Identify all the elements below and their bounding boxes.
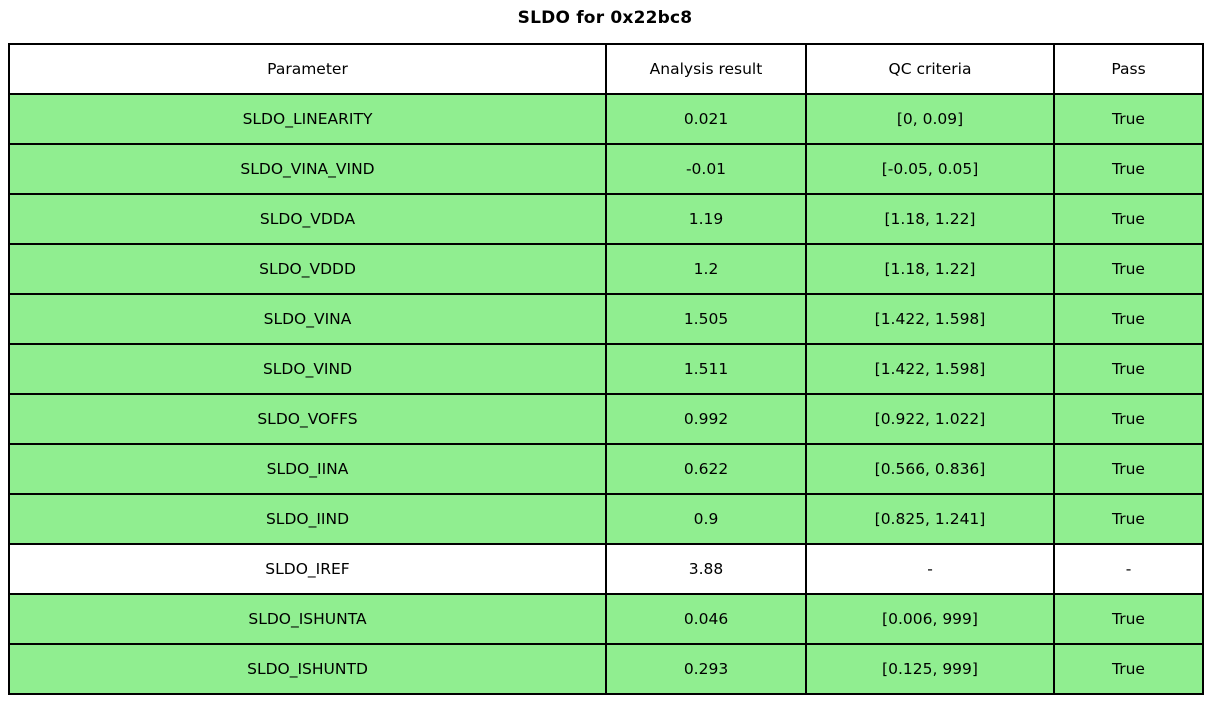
table-row-sldo-ishunta: SLDO_ISHUNTA 0.046 [0.006, 999] True xyxy=(8,593,1204,645)
cell-qc-criteria: [0, 0.09] xyxy=(805,93,1055,145)
cell-parameter: SLDO_LINEARITY xyxy=(8,93,607,145)
cell-pass: - xyxy=(1053,543,1204,595)
header-pass: Pass xyxy=(1053,43,1204,95)
cell-qc-criteria: [1.422, 1.598] xyxy=(805,293,1055,345)
cell-analysis-result: 3.88 xyxy=(605,543,807,595)
cell-analysis-result: 0.021 xyxy=(605,93,807,145)
cell-pass: True xyxy=(1053,243,1204,295)
cell-pass: True xyxy=(1053,643,1204,695)
table-row-sldo-iina: SLDO_IINA 0.622 [0.566, 0.836] True xyxy=(8,443,1204,495)
cell-pass: True xyxy=(1053,293,1204,345)
cell-qc-criteria: [1.18, 1.22] xyxy=(805,193,1055,245)
cell-qc-criteria: [0.922, 1.022] xyxy=(805,393,1055,445)
cell-analysis-result: 0.293 xyxy=(605,643,807,695)
cell-analysis-result: -0.01 xyxy=(605,143,807,195)
cell-analysis-result: 0.622 xyxy=(605,443,807,495)
cell-parameter: SLDO_IIND xyxy=(8,493,607,545)
cell-qc-criteria: - xyxy=(805,543,1055,595)
cell-pass: True xyxy=(1053,593,1204,645)
table-row-sldo-iind: SLDO_IIND 0.9 [0.825, 1.241] True xyxy=(8,493,1204,545)
header-parameter: Parameter xyxy=(8,43,607,95)
table-header: Parameter Analysis result QC criteria Pa… xyxy=(8,43,1204,95)
cell-analysis-result: 1.505 xyxy=(605,293,807,345)
cell-parameter: SLDO_ISHUNTD xyxy=(8,643,607,695)
cell-parameter: SLDO_IINA xyxy=(8,443,607,495)
qc-results-table: Parameter Analysis result QC criteria Pa… xyxy=(8,43,1204,695)
cell-parameter: SLDO_ISHUNTA xyxy=(8,593,607,645)
cell-analysis-result: 0.9 xyxy=(605,493,807,545)
cell-qc-criteria: [0.566, 0.836] xyxy=(805,443,1055,495)
cell-qc-criteria: [0.006, 999] xyxy=(805,593,1055,645)
cell-parameter: SLDO_VINA xyxy=(8,293,607,345)
cell-qc-criteria: [1.422, 1.598] xyxy=(805,343,1055,395)
cell-parameter: SLDO_VDDA xyxy=(8,193,607,245)
cell-qc-criteria: [1.18, 1.22] xyxy=(805,243,1055,295)
table-row-sldo-vddd: SLDO_VDDD 1.2 [1.18, 1.22] True xyxy=(8,243,1204,295)
cell-pass: True xyxy=(1053,443,1204,495)
table-row-sldo-vind: SLDO_VIND 1.511 [1.422, 1.598] True xyxy=(8,343,1204,395)
cell-analysis-result: 0.992 xyxy=(605,393,807,445)
table-row-sldo-ishuntd: SLDO_ISHUNTD 0.293 [0.125, 999] True xyxy=(8,643,1204,695)
cell-qc-criteria: [0.125, 999] xyxy=(805,643,1055,695)
cell-parameter: SLDO_VINA_VIND xyxy=(8,143,607,195)
table-row-sldo-vina: SLDO_VINA 1.505 [1.422, 1.598] True xyxy=(8,293,1204,345)
cell-pass: True xyxy=(1053,343,1204,395)
cell-parameter: SLDO_VDDD xyxy=(8,243,607,295)
header-qc-criteria: QC criteria xyxy=(805,43,1055,95)
cell-pass: True xyxy=(1053,193,1204,245)
cell-parameter: SLDO_VOFFS xyxy=(8,393,607,445)
table-row-sldo-linearity: SLDO_LINEARITY 0.021 [0, 0.09] True xyxy=(8,93,1204,145)
cell-analysis-result: 1.19 xyxy=(605,193,807,245)
cell-pass: True xyxy=(1053,493,1204,545)
cell-pass: True xyxy=(1053,393,1204,445)
cell-parameter: SLDO_VIND xyxy=(8,343,607,395)
header-row: Parameter Analysis result QC criteria Pa… xyxy=(8,43,1204,95)
cell-pass: True xyxy=(1053,143,1204,195)
cell-analysis-result: 1.511 xyxy=(605,343,807,395)
cell-pass: True xyxy=(1053,93,1204,145)
table-row-sldo-vdda: SLDO_VDDA 1.19 [1.18, 1.22] True xyxy=(8,193,1204,245)
table-row-sldo-vina-vind: SLDO_VINA_VIND -0.01 [-0.05, 0.05] True xyxy=(8,143,1204,195)
cell-analysis-result: 1.2 xyxy=(605,243,807,295)
header-analysis-result: Analysis result xyxy=(605,43,807,95)
table-row-sldo-voffs: SLDO_VOFFS 0.992 [0.922, 1.022] True xyxy=(8,393,1204,445)
cell-parameter: SLDO_IREF xyxy=(8,543,607,595)
table-body: SLDO_LINEARITY 0.021 [0, 0.09] True SLDO… xyxy=(8,93,1204,695)
cell-qc-criteria: [0.825, 1.241] xyxy=(805,493,1055,545)
cell-qc-criteria: [-0.05, 0.05] xyxy=(805,143,1055,195)
page-title: SLDO for 0x22bc8 xyxy=(517,8,693,28)
cell-analysis-result: 0.046 xyxy=(605,593,807,645)
table-row-sldo-iref: SLDO_IREF 3.88 - - xyxy=(8,543,1204,595)
